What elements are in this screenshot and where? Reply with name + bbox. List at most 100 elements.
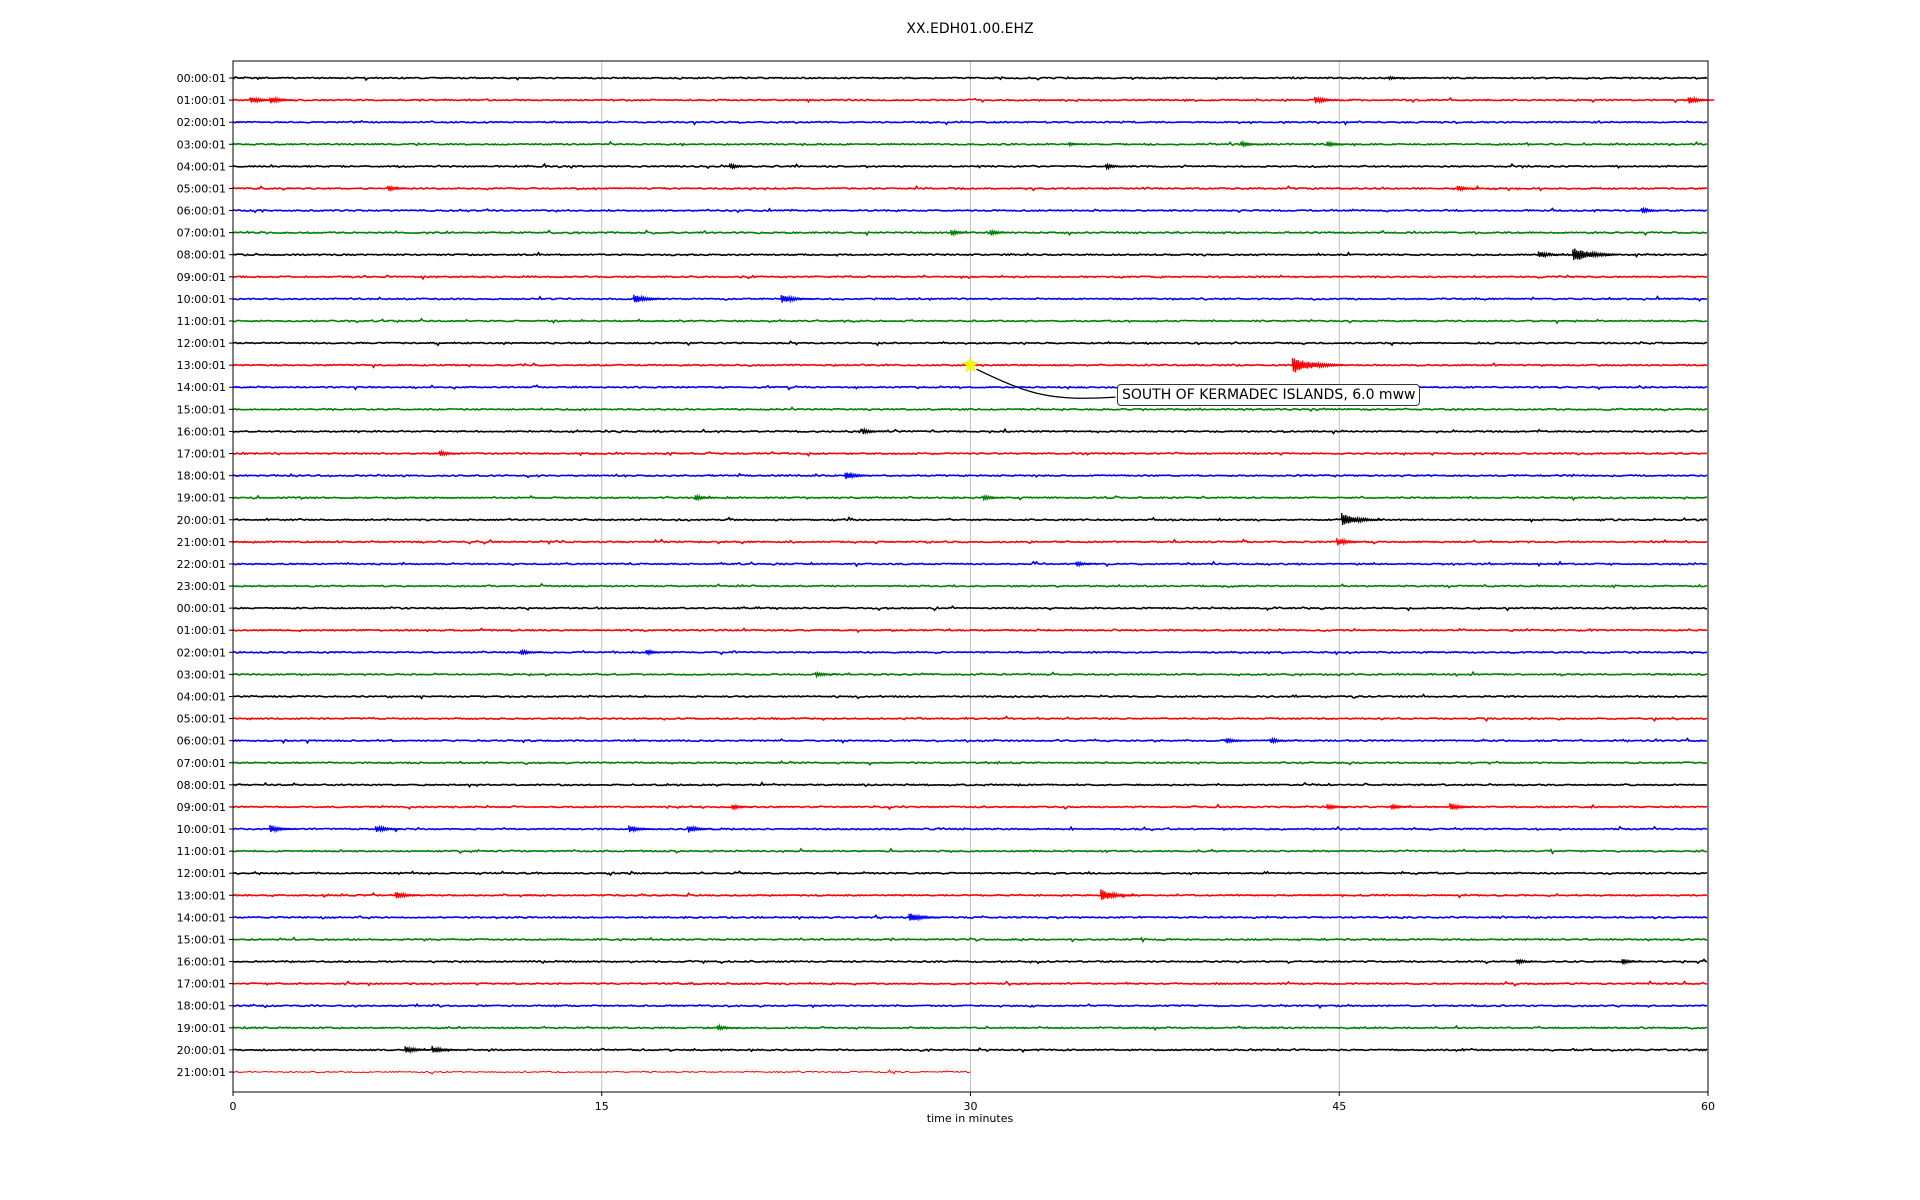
burst-34 [1326, 803, 1349, 811]
trace-row-32 [232, 781, 1708, 788]
trace-layer [232, 75, 1708, 1075]
x-tick-label-45: 45 [1332, 1100, 1346, 1113]
burst-32 [1269, 736, 1292, 745]
y-tick-label-44: 20:00:01 [177, 1044, 226, 1057]
y-tick-label-19: 19:00:01 [177, 492, 226, 505]
burst-2 [269, 95, 297, 105]
y-tick-label-9: 09:00:01 [177, 271, 226, 284]
burst-14 [989, 228, 1012, 237]
y-tick-label-31: 07:00:01 [177, 757, 226, 770]
y-tick-label-17: 17:00:01 [177, 448, 226, 461]
burst-17 [633, 294, 665, 303]
burst-15 [1537, 251, 1565, 259]
y-tick-label-4: 04:00:01 [177, 160, 226, 173]
burst-30 [814, 670, 837, 679]
burst-22 [844, 471, 872, 480]
x-tick-label-0: 0 [230, 1100, 237, 1113]
trace-row-21 [232, 538, 1708, 546]
burst-46 [716, 1023, 739, 1032]
burst-40 [687, 824, 714, 833]
trace-row-6 [232, 207, 1708, 214]
burst-23 [694, 493, 717, 502]
y-tick-label-28: 04:00:01 [177, 690, 226, 703]
trace-row-20 [232, 516, 1708, 524]
y-tick-label-45: 21:00:01 [177, 1066, 226, 1079]
burst-13 [950, 228, 972, 237]
burst-41 [394, 891, 422, 900]
burst-18 [780, 294, 813, 304]
burst-9 [1105, 162, 1127, 171]
trace-row-41 [232, 980, 1708, 987]
burst-27 [1075, 560, 1098, 568]
burst-7 [1326, 140, 1349, 148]
trace-row-44 [232, 1047, 1708, 1054]
burst-39 [628, 825, 656, 834]
y-tick-label-14: 14:00:01 [177, 381, 226, 394]
trace-row-37 [233, 891, 1708, 899]
trace-row-0 [232, 75, 1708, 82]
y-tick-label-11: 11:00:01 [177, 315, 226, 328]
burst-31 [1225, 737, 1248, 744]
y-tick-label-39: 15:00:01 [177, 933, 226, 946]
trace-row-35 [232, 847, 1708, 855]
trace-row-36 [232, 870, 1708, 877]
event-label: SOUTH OF KERMADEC ISLANDS, 6.0 mww [1117, 384, 1421, 406]
trace-row-17 [232, 450, 1707, 457]
y-tick-label-1: 01:00:01 [177, 94, 226, 107]
burst-42 [1100, 889, 1138, 901]
y-tick-label-29: 05:00:01 [177, 713, 226, 726]
burst-4 [1687, 95, 1715, 104]
burst-layer [249, 75, 1715, 1055]
event-annotation [962, 356, 1116, 399]
y-tick-label-12: 12:00:01 [177, 337, 226, 350]
y-tick-label-34: 10:00:01 [177, 823, 226, 836]
burst-26 [1336, 537, 1364, 546]
burst-10 [387, 185, 410, 193]
y-tick-label-37: 13:00:01 [177, 889, 226, 902]
burst-25 [1341, 512, 1384, 525]
burst-12 [1640, 206, 1663, 214]
y-tick-label-0: 00:00:01 [177, 72, 226, 85]
y-tick-label-21: 21:00:01 [177, 536, 226, 549]
x-tick-label-30: 30 [964, 1100, 978, 1113]
burst-0 [1387, 75, 1405, 81]
trace-row-39 [232, 936, 1708, 944]
trace-row-4 [232, 162, 1708, 170]
y-tick-label-24: 00:00:01 [177, 602, 226, 615]
y-tick-label-7: 07:00:01 [177, 227, 226, 240]
y-tick-label-22: 22:00:01 [177, 558, 226, 571]
trace-row-5 [232, 184, 1708, 192]
chart-title: XX.EDH01.00.EHZ [906, 21, 1034, 37]
trace-row-25 [232, 627, 1708, 634]
y-tick-label-36: 12:00:01 [177, 867, 226, 880]
trace-row-42 [232, 1002, 1708, 1010]
trace-row-26 [232, 649, 1707, 656]
trace-row-33 [232, 803, 1708, 811]
burst-47 [404, 1045, 432, 1055]
y-tick-label-38: 14:00:01 [177, 911, 226, 924]
y-tick-label-20: 20:00:01 [177, 514, 226, 527]
burst-3 [1314, 95, 1341, 105]
trace-row-28 [232, 693, 1708, 700]
burst-44 [1515, 958, 1538, 966]
trace-row-9 [232, 274, 1708, 281]
y-tick-label-33: 09:00:01 [177, 801, 226, 814]
burst-19 [1291, 357, 1344, 373]
trace-row-27 [232, 670, 1708, 677]
burst-5 [1068, 141, 1085, 148]
trace-row-23 [232, 582, 1708, 589]
y-tick-labels: 00:00:01 01:00:01 02:00:01 03:00:01 04:00:01… [177, 72, 233, 1079]
x-tick-label-15: 15 [595, 1100, 609, 1113]
trace-row-29 [232, 715, 1708, 723]
burst-37 [269, 824, 297, 834]
y-tick-label-27: 03:00:01 [177, 668, 226, 681]
burst-6 [1240, 139, 1263, 149]
burst-21 [438, 448, 461, 458]
trace-row-40 [232, 958, 1707, 965]
trace-row-38 [232, 914, 1708, 921]
burst-38 [374, 824, 402, 833]
trace-row-30 [232, 737, 1707, 745]
trace-row-1 [232, 96, 1708, 104]
y-tick-label-25: 01:00:01 [177, 624, 226, 637]
